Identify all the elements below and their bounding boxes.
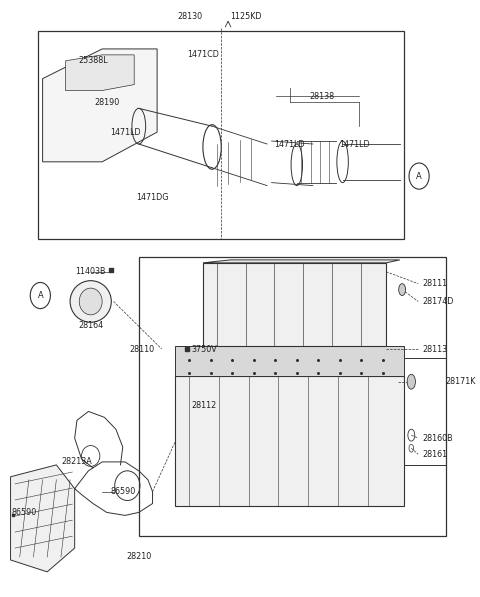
Text: 28213A: 28213A	[61, 457, 92, 466]
Text: 28111: 28111	[423, 279, 448, 288]
Text: 11403B: 11403B	[75, 267, 106, 276]
Ellipse shape	[407, 374, 415, 389]
Text: 25388L: 25388L	[78, 56, 108, 65]
Circle shape	[409, 163, 429, 189]
Text: 1471CD: 1471CD	[187, 50, 219, 59]
Text: 1471LD: 1471LD	[275, 140, 305, 149]
Text: 28112: 28112	[192, 401, 216, 410]
Ellipse shape	[70, 281, 111, 322]
Text: 3750V: 3750V	[192, 344, 217, 353]
Text: 28190: 28190	[94, 98, 120, 107]
Text: 28138: 28138	[310, 92, 335, 101]
Text: A: A	[37, 291, 43, 300]
Text: 28113: 28113	[423, 344, 448, 353]
Polygon shape	[11, 465, 75, 572]
Polygon shape	[43, 49, 157, 162]
Circle shape	[30, 282, 50, 309]
Ellipse shape	[399, 284, 406, 296]
Polygon shape	[65, 55, 134, 91]
Text: 1471LD: 1471LD	[110, 128, 140, 137]
Ellipse shape	[79, 288, 102, 315]
Text: 28130: 28130	[178, 12, 203, 21]
Text: 28160B: 28160B	[423, 433, 454, 442]
Text: 1471LD: 1471LD	[339, 140, 370, 149]
Text: 28110: 28110	[130, 344, 155, 353]
Polygon shape	[203, 260, 400, 263]
Text: 86590: 86590	[110, 487, 135, 496]
Text: 28174D: 28174D	[423, 297, 454, 306]
Polygon shape	[203, 263, 386, 346]
Text: 1471DG: 1471DG	[136, 193, 169, 202]
Text: 28171K: 28171K	[445, 377, 476, 386]
Text: 28210: 28210	[126, 552, 151, 562]
Polygon shape	[175, 346, 405, 376]
Text: 28164: 28164	[78, 321, 103, 330]
Polygon shape	[175, 376, 405, 506]
Text: 1125KD: 1125KD	[230, 12, 262, 21]
Text: A: A	[416, 171, 422, 180]
Text: 28161: 28161	[423, 450, 448, 458]
Text: 86590: 86590	[12, 508, 37, 517]
